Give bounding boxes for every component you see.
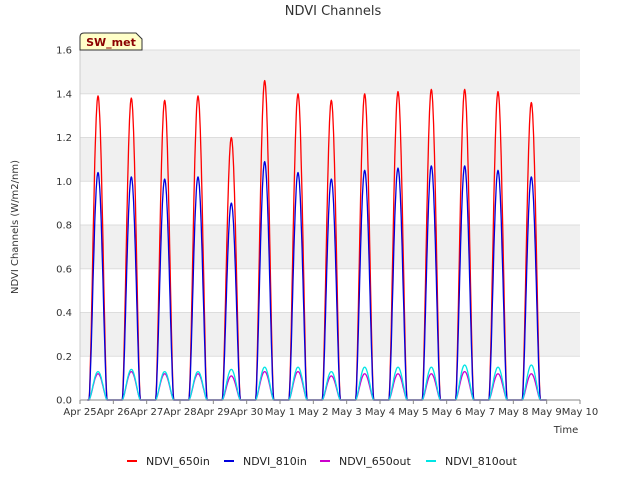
y-tick-label: 0.0 [56,396,72,407]
legend-label: NDVI_650out [339,455,411,468]
x-tick-label: Apr 28 [163,407,196,418]
plot-band [80,137,580,182]
y-tick-label: 0.2 [56,352,72,363]
x-tick-label: Apr 27 [130,407,163,418]
x-tick-label: May 7 [465,407,495,418]
y-tick-label: 1.4 [56,89,72,100]
x-tick-label: Apr 30 [230,407,263,418]
x-axis-label: Time [553,425,578,436]
x-tick-label: May 3 [332,407,362,418]
y-tick-label: 0.8 [56,221,72,232]
x-tick-label: May 4 [365,407,395,418]
y-tick-label: 1.0 [56,177,72,188]
plot-band [80,268,580,313]
chart-title: NDVI Channels [285,4,382,19]
y-tick-labels: 0.0 0.2 0.4 0.6 0.8 1.0 1.2 1.4 1.6 [56,46,72,407]
badge-label: SW_met [86,36,136,49]
plot-band [80,312,580,357]
x-tick-label: Apr 25 [63,407,96,418]
y-tick-label: 0.6 [56,264,72,275]
plot-band [80,225,580,269]
y-axis-label: NDVI Channels (W/m2/nm) [10,160,21,294]
legend-item: NDVI_810out [426,455,517,468]
x-tick-label: May 6 [432,407,462,418]
legend-label: NDVI_650in [146,455,210,468]
x-tick-labels: Apr 25 Apr 26 Apr 27 Apr 28 Apr 29 Apr 30 May … [63,407,598,418]
y-tick-label: 1.6 [56,46,72,57]
x-tick-label: May 5 [398,407,428,418]
x-tick-label: May 1 [265,407,295,418]
legend-label: NDVI_810in [243,455,307,468]
x-tick-label: May 10 [562,407,599,418]
y-tick-label: 0.4 [56,308,72,319]
x-tick-label: Apr 26 [97,407,130,418]
x-tick-label: May 8 [498,407,528,418]
axes [79,50,581,404]
plot-bands [80,50,580,400]
plot-band [80,50,580,94]
x-tick-label: Apr 29 [197,407,230,418]
legend-item: NDVI_810in [224,455,307,468]
legend-label: NDVI_810out [445,455,517,468]
x-tick-label: May 9 [532,407,562,418]
legend-item: NDVI_650out [320,455,411,468]
sw-met-badge: SW_met [79,32,143,51]
x-tick-label: May 2 [298,407,328,418]
legend: NDVI_650in NDVI_810in NDVI_650out NDVI_810o… [127,455,517,468]
badge-box [79,32,143,51]
legend-item: NDVI_650in [127,455,210,468]
y-tick-label: 1.2 [56,133,72,144]
